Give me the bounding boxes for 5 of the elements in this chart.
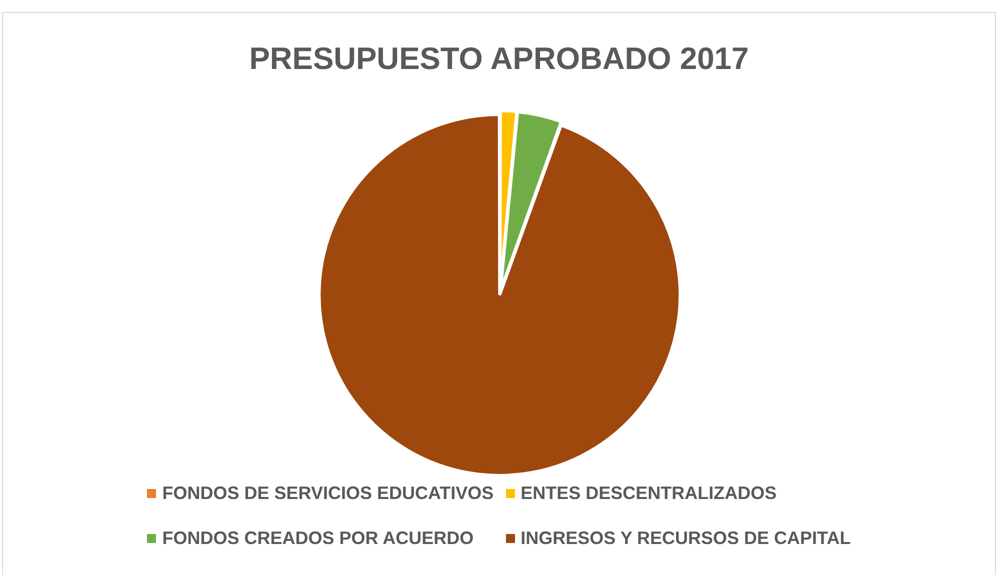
legend-label: FONDOS CREADOS POR ACUERDO bbox=[162, 528, 474, 549]
legend-label: ENTES DESCENTRALIZADOS bbox=[520, 483, 777, 504]
chart-title: PRESUPUESTO APROBADO 2017 bbox=[248, 41, 750, 77]
legend-label: FONDOS DE SERVICIOS EDUCATIVOS bbox=[162, 483, 494, 504]
legend-label: INGRESOS Y RECURSOS DE CAPITAL bbox=[520, 528, 851, 549]
